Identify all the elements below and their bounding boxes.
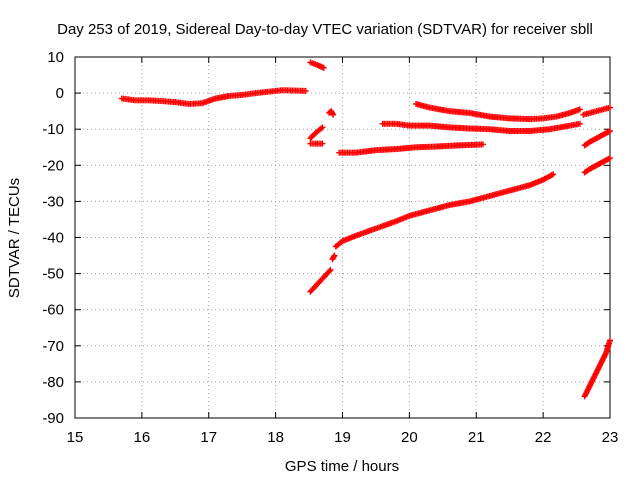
x-tick-label: 15	[67, 429, 84, 446]
series-9	[379, 120, 583, 135]
data-point	[331, 252, 338, 259]
y-tick-label: -60	[42, 302, 64, 319]
y-tick-labels: 10 0 -10 -20 -30 -40 -50 -60 -70 -80 -90	[42, 49, 64, 427]
data-point	[330, 111, 337, 118]
data-point	[319, 124, 326, 131]
x-tick-label: 16	[134, 429, 151, 446]
y-tick-label: -30	[42, 193, 64, 210]
series-1	[307, 59, 327, 71]
data-point	[326, 268, 333, 275]
x-tick-label: 17	[200, 429, 217, 446]
grid	[75, 57, 610, 418]
y-tick-label: -70	[42, 338, 64, 355]
x-axis-label: GPS time / hours	[285, 458, 399, 475]
series-0	[118, 87, 309, 107]
x-tick-label: 19	[334, 429, 351, 446]
y-tick-label: 0	[56, 85, 64, 102]
y-tick-label: 10	[47, 49, 64, 66]
series-2	[307, 124, 326, 142]
data-point	[576, 120, 583, 127]
y-tick-label: -40	[42, 230, 64, 247]
y-tick-label: -90	[42, 410, 64, 427]
y-tick-label: -20	[42, 157, 64, 174]
x-tick-label: 18	[267, 429, 284, 446]
data-point	[607, 128, 613, 135]
data-point	[607, 337, 613, 344]
series-8	[332, 171, 557, 250]
x-tick-label: 23	[602, 429, 619, 446]
series-6	[307, 266, 334, 295]
series-10	[413, 100, 583, 123]
chart-title: Day 253 of 2019, Sidereal Day-to-day VTE…	[57, 21, 593, 38]
data-point	[327, 266, 334, 273]
data-point	[302, 87, 309, 94]
data-point	[607, 155, 613, 162]
series-14	[581, 337, 613, 400]
data-point	[607, 104, 613, 111]
series-4	[326, 108, 337, 118]
data-point	[550, 171, 557, 178]
x-tick-label: 20	[401, 429, 418, 446]
data-point	[320, 64, 327, 71]
data-points	[118, 59, 613, 400]
series-11	[580, 104, 613, 118]
series-3	[307, 140, 326, 147]
axis-ticks	[74, 56, 611, 419]
y-axis-label: SDTVAR / TECUs	[6, 178, 23, 298]
y-tick-label: -80	[42, 374, 64, 391]
series-12	[581, 128, 613, 149]
series-5	[336, 141, 486, 156]
y-tick-label: -10	[42, 121, 64, 138]
series-7	[329, 252, 338, 263]
y-tick-label: -50	[42, 266, 64, 283]
data-point	[576, 106, 583, 113]
data-point	[479, 141, 486, 148]
series-13	[581, 155, 613, 176]
data-point	[319, 140, 326, 147]
x-tick-label: 22	[535, 429, 552, 446]
x-tick-labels: 15 16 17 18 19 20 21 22 23	[67, 429, 619, 446]
x-tick-label: 21	[468, 429, 485, 446]
